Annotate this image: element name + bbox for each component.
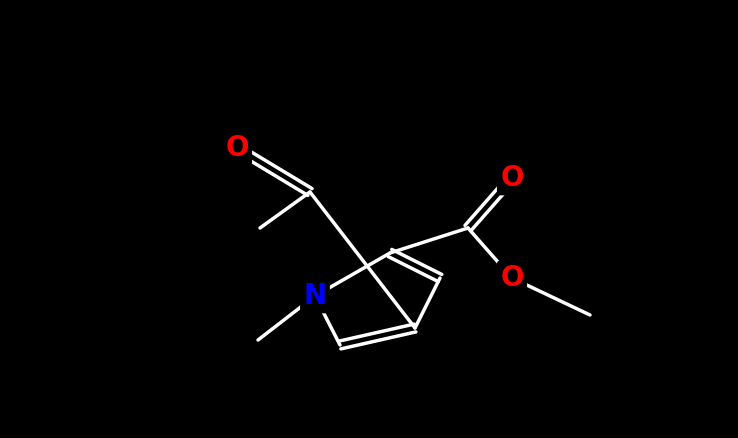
Text: O: O — [500, 164, 524, 192]
Text: O: O — [500, 264, 524, 292]
Text: N: N — [303, 282, 326, 310]
Text: O: O — [225, 134, 249, 162]
